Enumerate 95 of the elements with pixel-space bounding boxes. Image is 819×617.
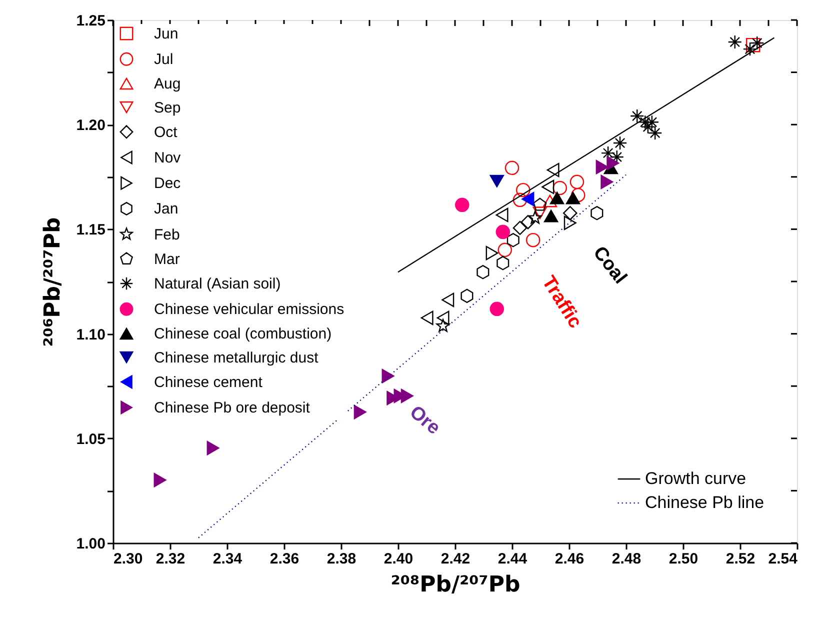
point [490,302,504,316]
point [746,38,760,52]
point [552,180,567,196]
x-tick-label: 2.54 [768,550,798,568]
point [506,232,520,248]
point [526,232,540,248]
legend-label: Nov [154,150,182,166]
point [533,198,547,211]
point [571,188,586,202]
point [476,264,490,280]
legend-label: Jun [154,26,178,42]
point [436,310,450,326]
point [490,174,504,188]
point [382,368,394,384]
y-tick-label: 1.00 [76,536,106,552]
point [496,224,510,240]
point [498,242,512,258]
point [520,214,536,230]
legend-label: Chinese vehicular emissions [154,301,344,318]
y-tick-label: 1.20 [76,117,106,134]
y-tick-label: 1.25 [76,12,106,30]
point [546,162,560,178]
x-tick-label: 2.38 [326,550,356,568]
point [596,160,608,174]
point [590,206,604,220]
legend-label: Dec [154,175,182,192]
legend-label: Chinese Pb ore deposit [154,400,311,416]
point [496,256,510,270]
point [550,192,564,204]
point [512,192,528,208]
point [522,192,534,206]
legend-label: Aug [154,76,181,93]
point [512,220,528,236]
point [496,208,508,222]
x-tick-label: 2.30 [114,550,143,568]
x-axis-title: ²⁰⁸Pb/²⁰⁷Pb [390,572,520,598]
legend-label: Feb [154,226,180,244]
y-tick-label: 1.10 [76,326,106,344]
point [644,114,660,130]
point [544,210,558,222]
point [742,42,758,56]
legend-label: Mar [154,250,180,268]
point [542,180,554,194]
legend-label: Growth curve [645,469,746,488]
point [400,388,414,404]
point [606,156,620,170]
legend-label: Chinese Pb line [645,493,764,512]
point [563,206,578,220]
point [436,318,450,332]
legend-label: Sep [154,99,181,116]
x-tick-label: 2.46 [554,550,584,568]
legend-label: Natural (Asian soil) [154,276,281,292]
point [542,194,558,208]
point [640,120,656,134]
legend-label: Jan [154,200,178,218]
point [516,182,530,198]
point [420,310,434,326]
x-tick-label: 2.36 [270,550,300,568]
point [600,174,614,190]
point [630,108,644,124]
point [486,246,498,260]
point [154,472,166,488]
point [455,198,470,212]
point [460,288,474,304]
x-tick-label: 2.32 [156,550,186,568]
y-tick-label: 1.15 [76,222,106,239]
annotation: Ore [405,402,444,439]
point [504,160,520,176]
legend-label: Chinese metallurgic dust [154,349,320,366]
point [532,206,548,220]
point [612,136,628,150]
point [570,174,584,190]
point [638,114,652,130]
x-tick-label: 2.34 [212,550,243,568]
point [528,210,542,224]
x-tick-label: 2.40 [384,550,414,568]
point [648,126,662,140]
point [564,216,576,230]
x-tick-label: 2.50 [668,550,698,568]
legend-label: Chinese cement [154,374,264,391]
x-tick-label: 2.42 [440,550,470,568]
y-axis-title: ²⁰⁶Pb/²⁰⁷Pb [40,217,66,347]
point [442,292,454,308]
point [206,440,220,456]
point [750,36,764,50]
x-tick-label: 2.48 [612,550,642,568]
point [566,192,580,204]
legend-label: Oct [154,124,178,141]
x-tick-label: 2.44 [498,550,528,568]
legend-label: Jul [154,51,174,68]
legend-label: Chinese coal (combustion) [154,326,332,343]
x-tick-label: 2.52 [726,550,756,568]
point [354,404,366,420]
y-tick-label: 1.05 [76,430,106,448]
point [728,34,742,50]
